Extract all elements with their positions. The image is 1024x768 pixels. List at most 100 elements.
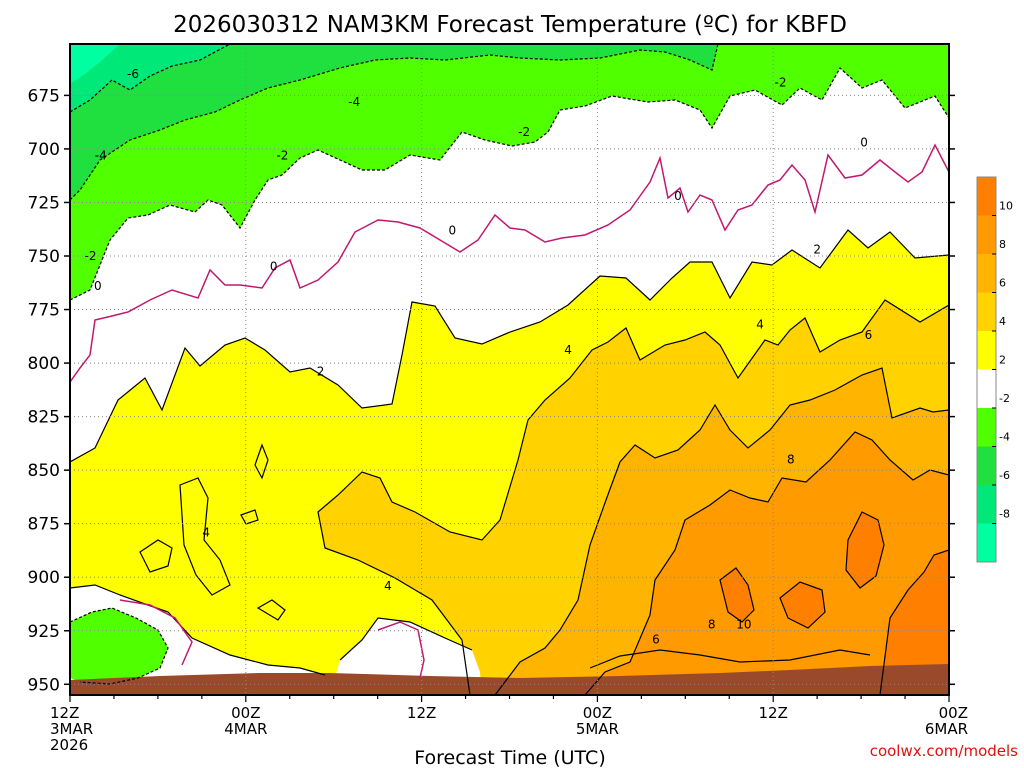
contour-label: -4: [95, 148, 107, 162]
contour-6: [494, 367, 949, 695]
y-tick-label: 750: [28, 247, 60, 267]
colorbar-bin: [977, 369, 996, 408]
plot-area: -6 -4 -2 -2 -4 -2 -2 0 0 0 0 0 2 2 4 4 6 8 4 4 6 8 10: [70, 44, 949, 695]
contour-label: 2: [317, 365, 325, 379]
colorbar-bin: [977, 331, 996, 370]
contour-label: 4: [564, 343, 572, 357]
contour-4-blob2: [179, 477, 231, 596]
y-tick-label: 925: [28, 622, 60, 642]
colorbar-tick-label: -4: [999, 431, 1010, 444]
colorbar-tick-label: 4: [999, 315, 1006, 328]
contour-6-lowband: [589, 649, 871, 669]
contour-minus4: [70, 44, 719, 201]
freezing-line-low1: [119, 599, 193, 666]
y-tick-label: 850: [28, 461, 60, 481]
chart-title: 2026030312 NAM3KM Forecast Temperature (…: [173, 12, 847, 38]
grid: [70, 44, 949, 695]
colorbar-bin: [977, 485, 996, 524]
contour-label: 4: [384, 579, 392, 593]
colorbar-tick-label: -2: [999, 392, 1010, 405]
x-tick-label: 12Z: [50, 704, 79, 722]
contour-label: 10: [736, 617, 751, 631]
colorbar-tick-label: 10: [999, 200, 1013, 213]
colorbar: 10 8 6 4 2 -2 -4 -6 -8: [976, 176, 1013, 563]
y-tick-label: 950: [28, 675, 60, 695]
band-warm-10-east: [880, 550, 949, 695]
y-tick-label: 700: [28, 140, 60, 160]
band-warm-10-blob3: [780, 582, 825, 628]
contour-label: -2: [85, 249, 97, 263]
contour-2: [70, 229, 949, 463]
contour-8: [584, 431, 949, 695]
x-tick-label: 5MAR: [576, 720, 619, 738]
colorbar-tick-label: -8: [999, 508, 1010, 521]
contour-10-east: [879, 549, 949, 695]
y-tick-label: 800: [28, 354, 60, 374]
watermark[interactable]: coolwx.com/models: [870, 742, 1018, 760]
contour-10-blob1: [845, 511, 885, 589]
band-cold-minus8: [70, 44, 120, 84]
band-warm-8: [585, 432, 949, 695]
x-tick-label: 4MAR: [224, 720, 267, 738]
contour-label: 6: [652, 632, 660, 646]
colorbar-tick-label: 8: [999, 238, 1006, 251]
contour-label: 2: [813, 243, 821, 257]
contour-label: -2: [775, 76, 787, 90]
x-tick-label: 12Z: [759, 704, 788, 722]
freezing-line-main: [70, 143, 949, 383]
x-tick-label: 6MAR: [925, 720, 968, 738]
contour-minus2: [70, 67, 949, 301]
contour-label: 0: [270, 260, 278, 274]
contour-4-blob4: [256, 599, 286, 621]
contour-4-blob5: [240, 509, 259, 525]
contour-label: 0: [449, 223, 457, 237]
colorbar-bin: [977, 254, 996, 293]
band-cold-minus6: [70, 44, 230, 112]
y-tick-label: 825: [28, 408, 60, 428]
contour-label: 0: [860, 136, 868, 150]
y-tick-label: 775: [28, 301, 60, 321]
y-tick-label: 675: [28, 86, 60, 106]
colorbar-bin: [977, 408, 996, 447]
contour-label: -4: [348, 95, 360, 109]
contour-4-blob1: [139, 539, 173, 573]
colorbar-tick-label: 6: [999, 277, 1006, 290]
colorbar-bin: [977, 446, 996, 485]
contour-4-blob3: [254, 443, 269, 480]
pocket-green-lowleft: [70, 608, 168, 684]
contour-label: -6: [127, 67, 139, 81]
contour-label: 6: [865, 328, 873, 342]
contour-2-center: [339, 617, 473, 661]
contour-4: [317, 299, 949, 695]
contour-10-blob2: [719, 567, 755, 623]
freezing-lines: [70, 143, 949, 679]
contour-minus6: [70, 44, 231, 113]
contour-label: 4: [202, 525, 210, 539]
contour-10-blob3: [779, 581, 826, 629]
x-tick-label: 3MAR: [50, 720, 93, 738]
freezing-line-low2: [377, 621, 425, 679]
contour-labels: -6 -4 -2 -2 -4 -2 -2 0 0 0 0 0 2 2 4 4 6 8 4 4 6 8 10: [85, 67, 873, 646]
colorbar-tick-label: -6: [999, 469, 1010, 482]
contour-label: 8: [708, 617, 716, 631]
contour-minus2-lowleft: [70, 607, 169, 685]
contour-label: 0: [674, 189, 682, 203]
band-cold-minus4: [70, 44, 718, 200]
x-tick-label: 2026: [50, 736, 88, 754]
x-tick-label: 00Z: [939, 704, 968, 722]
band-warm-10-blob1: [846, 512, 884, 588]
colorbar-bin: [977, 523, 996, 562]
x-tick-label: 00Z: [231, 704, 260, 722]
band-cold-minus2: [70, 44, 949, 300]
contour-label: -2: [276, 148, 288, 162]
contour-label: 0: [94, 279, 102, 293]
x-tick-label: 12Z: [407, 704, 436, 722]
y-tick-label: 900: [28, 568, 60, 588]
contour-lines: [70, 44, 949, 695]
contour-label: 4: [756, 318, 764, 332]
colorbar-bin: [977, 215, 996, 254]
y-tick-label: 725: [28, 193, 60, 213]
